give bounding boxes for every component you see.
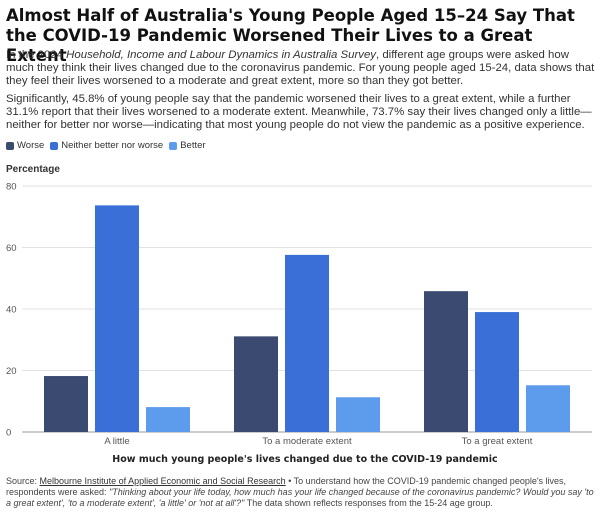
- y-tick-label: 60: [6, 243, 17, 254]
- legend-item: Better: [169, 140, 206, 151]
- x-axis-title: How much young people's lives changed du…: [112, 454, 497, 465]
- bar: [424, 291, 468, 432]
- bar: [44, 376, 88, 432]
- legend-swatch: [50, 141, 59, 150]
- x-tick-label: To a moderate extent: [262, 436, 352, 447]
- bar: [146, 407, 190, 432]
- legend-item: Worse: [6, 140, 44, 151]
- intro-text-end: , different age groups were asked how mu…: [6, 49, 595, 87]
- y-axis-title: Percentage: [6, 164, 60, 175]
- page-title: Almost Half of Australia's Young People …: [6, 6, 575, 65]
- y-tick-label: 80: [6, 182, 17, 193]
- bar: [336, 397, 380, 432]
- x-tick-label: A little: [104, 436, 129, 447]
- bar: [285, 254, 329, 432]
- bar-chart: 0 20 40 60 80 A little To a moderate extent To …: [6, 182, 592, 465]
- source-label: Source:: [6, 476, 40, 486]
- footer-note: Source: Melbourne Institute of Applied E…: [6, 476, 598, 509]
- y-tick-label: 20: [6, 366, 17, 377]
- bar: [475, 312, 519, 432]
- y-tick-label: 0: [6, 428, 11, 439]
- chart-legend: Worse Neither better nor worse Better: [6, 140, 212, 151]
- legend-swatch: [6, 141, 14, 150]
- intro-text-start: In the 2024: [6, 49, 67, 61]
- source-link[interactable]: Melbourne Institute of Applied Economic …: [39, 476, 286, 486]
- bar: [526, 385, 570, 432]
- survey-name: Household, Income and Labour Dynamics in…: [66, 49, 376, 61]
- footer-text-2: The data shown reflects responses from t…: [244, 498, 493, 508]
- intro-paragraph: In the 2024 Household, Income and Labour…: [6, 49, 596, 88]
- survey-question: "Thinking about your life today, how muc…: [6, 487, 594, 508]
- bar: [95, 205, 139, 432]
- bar: [234, 336, 278, 432]
- y-tick-label: 40: [6, 305, 17, 316]
- analysis-paragraph: Significantly, 45.8% of young people say…: [6, 93, 592, 131]
- x-tick-label: To a great extent: [462, 436, 533, 447]
- legend-label: Better: [180, 140, 206, 151]
- legend-swatch: [169, 141, 178, 150]
- footer-text-1: • To understand how the COVID-19 pandemi…: [6, 476, 567, 497]
- legend-item: Neither better nor worse: [50, 140, 163, 151]
- legend-label: Worse: [17, 140, 45, 151]
- legend-label: Neither better nor worse: [61, 140, 164, 151]
